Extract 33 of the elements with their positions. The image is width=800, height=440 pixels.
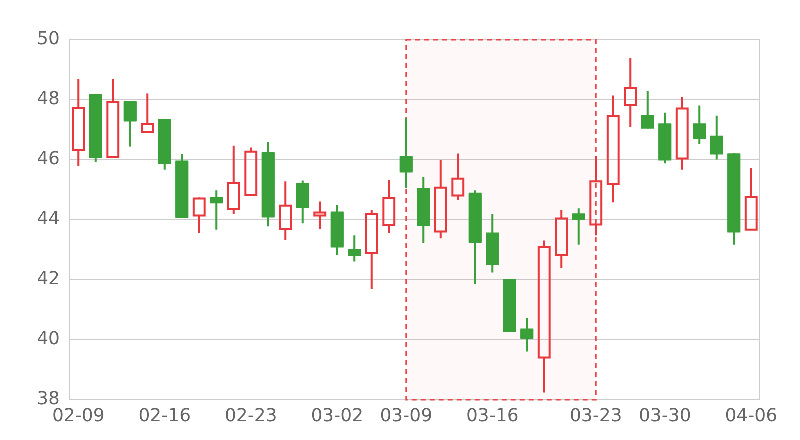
candlestick <box>192 196 206 234</box>
y-tick-label: 48 <box>37 88 60 110</box>
candlestick <box>624 57 638 128</box>
candlestick <box>434 159 448 240</box>
x-tick-label: 03-23 <box>570 405 622 426</box>
candlestick <box>744 167 758 231</box>
candlestick <box>141 92 154 134</box>
x-tick-label: 03-30 <box>638 405 692 426</box>
candlestick <box>590 155 603 237</box>
candlestick <box>452 152 465 202</box>
candlestick <box>676 96 689 171</box>
candlestick <box>555 209 568 270</box>
x-tick-label: 03-09 <box>380 405 433 426</box>
x-tick-label: 03-16 <box>466 405 519 426</box>
candlestick <box>106 78 120 158</box>
y-tick-label: 46 <box>37 148 60 170</box>
candlestick <box>382 179 396 234</box>
candlestick <box>606 94 620 204</box>
x-tick-label: 03-02 <box>311 405 364 426</box>
x-tick-label: 02-09 <box>52 405 105 426</box>
x-tick-label: 02-23 <box>224 405 278 426</box>
y-tick-label: 40 <box>37 328 60 350</box>
candlestick <box>538 240 551 394</box>
candlestick <box>227 144 240 216</box>
x-tick-label: 02-16 <box>138 405 192 426</box>
y-tick-label: 42 <box>37 268 60 290</box>
candlestick <box>72 78 86 167</box>
x-tick-label: 04-06 <box>725 405 778 426</box>
y-tick-label: 44 <box>37 208 60 230</box>
candlestick <box>314 200 327 230</box>
candlestick <box>365 209 378 290</box>
candlestick <box>279 180 292 242</box>
y-tick-label: 50 <box>37 28 60 50</box>
